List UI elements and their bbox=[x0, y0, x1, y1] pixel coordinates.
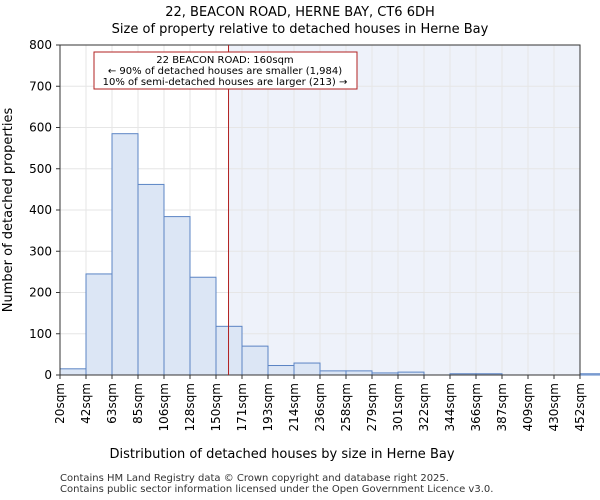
x-tick-label: 387sqm bbox=[495, 383, 509, 431]
bar-193sqm bbox=[267, 365, 295, 376]
x-tick-label: 214sqm bbox=[287, 383, 301, 431]
x-tick-label: 106sqm bbox=[157, 383, 171, 431]
bar-85sqm bbox=[137, 183, 165, 376]
x-axis-label: Distribution of detached houses by size … bbox=[109, 447, 454, 462]
x-tick-label: 344sqm bbox=[443, 383, 457, 431]
y-tick-label: 500 bbox=[29, 162, 52, 176]
annotation-line-2: ← 90% of detached houses are smaller (1,… bbox=[108, 66, 342, 77]
x-tick-label: 128sqm bbox=[183, 383, 197, 431]
x-tick-label: 452sqm bbox=[573, 383, 587, 431]
bar-236sqm bbox=[319, 370, 347, 376]
y-tick-label: 800 bbox=[29, 38, 52, 52]
footer-line-1: Contains HM Land Registry data © Crown c… bbox=[60, 473, 449, 484]
x-tick-label: 301sqm bbox=[391, 383, 405, 431]
y-tick-label: 0 bbox=[44, 368, 52, 382]
x-tick-label: 430sqm bbox=[547, 383, 561, 431]
y-axis-label: Number of detached properties bbox=[1, 108, 16, 313]
annotation-line-1: 22 BEACON ROAD: 160sqm bbox=[156, 55, 293, 66]
x-tick-label: 279sqm bbox=[365, 383, 379, 431]
chart-title: 22, BEACON ROAD, HERNE BAY, CT6 6DH bbox=[165, 5, 435, 20]
annotation-line-3: 10% of semi-detached houses are larger (… bbox=[103, 77, 348, 88]
x-tick-label: 150sqm bbox=[209, 383, 223, 431]
x-tick-label: 171sqm bbox=[235, 383, 249, 431]
bar-171sqm bbox=[241, 345, 269, 376]
x-tick-label: 322sqm bbox=[417, 383, 431, 431]
y-tick-label: 300 bbox=[29, 244, 52, 258]
x-tick-label: 20sqm bbox=[53, 383, 67, 424]
y-tick-label: 700 bbox=[29, 79, 52, 93]
bar-214sqm bbox=[293, 362, 321, 376]
x-tick-label: 409sqm bbox=[521, 383, 535, 431]
bar-258sqm bbox=[345, 370, 373, 376]
bar-452sqm bbox=[579, 373, 600, 376]
footer-line-2: Contains public sector information licen… bbox=[60, 484, 494, 495]
y-tick-label: 400 bbox=[29, 203, 52, 217]
chart-subtitle: Size of property relative to detached ho… bbox=[112, 22, 489, 37]
x-tick-label: 42sqm bbox=[79, 383, 93, 424]
x-tick-label: 63sqm bbox=[105, 383, 119, 424]
x-tick-label: 193sqm bbox=[261, 383, 275, 431]
bar-20sqm bbox=[59, 368, 87, 376]
bar-42sqm bbox=[85, 273, 113, 376]
annotation-box: 22 BEACON ROAD: 160sqm ← 90% of detached… bbox=[93, 51, 358, 90]
bar-106sqm bbox=[163, 216, 191, 376]
y-tick-label: 600 bbox=[29, 121, 52, 135]
x-tick-label: 85sqm bbox=[131, 383, 145, 424]
x-tick-label: 366sqm bbox=[469, 383, 483, 431]
x-tick-label: 236sqm bbox=[313, 383, 327, 431]
bar-128sqm bbox=[189, 276, 217, 376]
y-tick-label: 100 bbox=[29, 327, 52, 341]
x-tick-label: 258sqm bbox=[339, 383, 353, 431]
y-tick-label: 200 bbox=[29, 286, 52, 300]
bar-63sqm bbox=[111, 133, 139, 376]
